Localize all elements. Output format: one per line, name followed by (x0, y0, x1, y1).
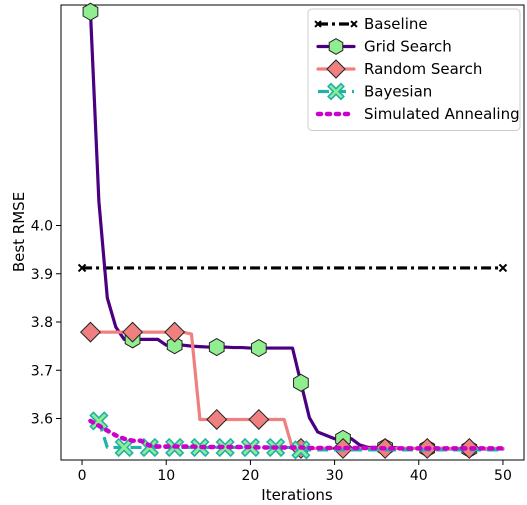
axes-layer: 0 10 20 30 40 50 3.6 3.7 3.8 3.9 4.0 (31, 219, 512, 484)
series-4 (88, 418, 506, 451)
y-tick-label-4: 4.0 (31, 219, 53, 235)
data-point-1-2 (166, 336, 183, 355)
legend-marker-3 (327, 82, 345, 101)
legend-label-2: Random Search (364, 60, 482, 78)
x-tick-label-4: 40 (410, 468, 428, 484)
y-tick-label-0: 3.6 (31, 412, 53, 428)
data-point-0-1 (498, 263, 508, 273)
legend-label-4: Simulated Annealing (364, 105, 520, 123)
x-tick-label-1: 10 (157, 468, 175, 484)
series-0 (77, 263, 508, 273)
y-axis-title: Best RMSE (10, 192, 28, 272)
data-point-1-4 (250, 338, 267, 358)
x-axis-title: Iterations (261, 486, 333, 504)
data-point-2-1 (122, 321, 144, 343)
y-tick-label-1: 3.7 (31, 363, 53, 379)
data-point-3-1 (114, 437, 134, 458)
series-line-4 (88, 418, 506, 451)
data-point-2-2 (164, 321, 186, 343)
legend-label-1: Grid Search (364, 38, 452, 56)
data-point-3-5 (215, 437, 235, 458)
legend-label-3: Bayesian (364, 83, 432, 101)
data-point-2-4 (248, 408, 270, 430)
data-point-3-0 (89, 411, 109, 431)
x-tick-label-3: 30 (326, 468, 344, 484)
data-point-2-0 (79, 321, 101, 343)
data-point-2-3 (206, 408, 228, 430)
legend-box (307, 8, 521, 131)
legend-marker-2 (326, 59, 346, 79)
data-point-1-0 (82, 2, 99, 21)
data-point-1-3 (208, 338, 225, 357)
y-tick-label-2: 3.8 (31, 315, 53, 331)
x-tick-label-2: 20 (241, 468, 259, 484)
legend-marker-0-b (350, 20, 358, 28)
legend-label-0: Baseline (364, 15, 428, 33)
legend-marker-1 (328, 38, 344, 55)
y-tick-label-3: 3.9 (31, 267, 53, 283)
legend-marker-0-a (314, 20, 322, 28)
data-point-0-0 (77, 263, 87, 273)
data-point-1-5 (293, 373, 309, 392)
series-layer (77, 2, 508, 460)
x-tick-label-5: 50 (494, 468, 512, 484)
x-tick-label-0: 0 (78, 468, 87, 484)
legend: Baseline Grid Search Random Search Bayesian… (307, 8, 521, 131)
